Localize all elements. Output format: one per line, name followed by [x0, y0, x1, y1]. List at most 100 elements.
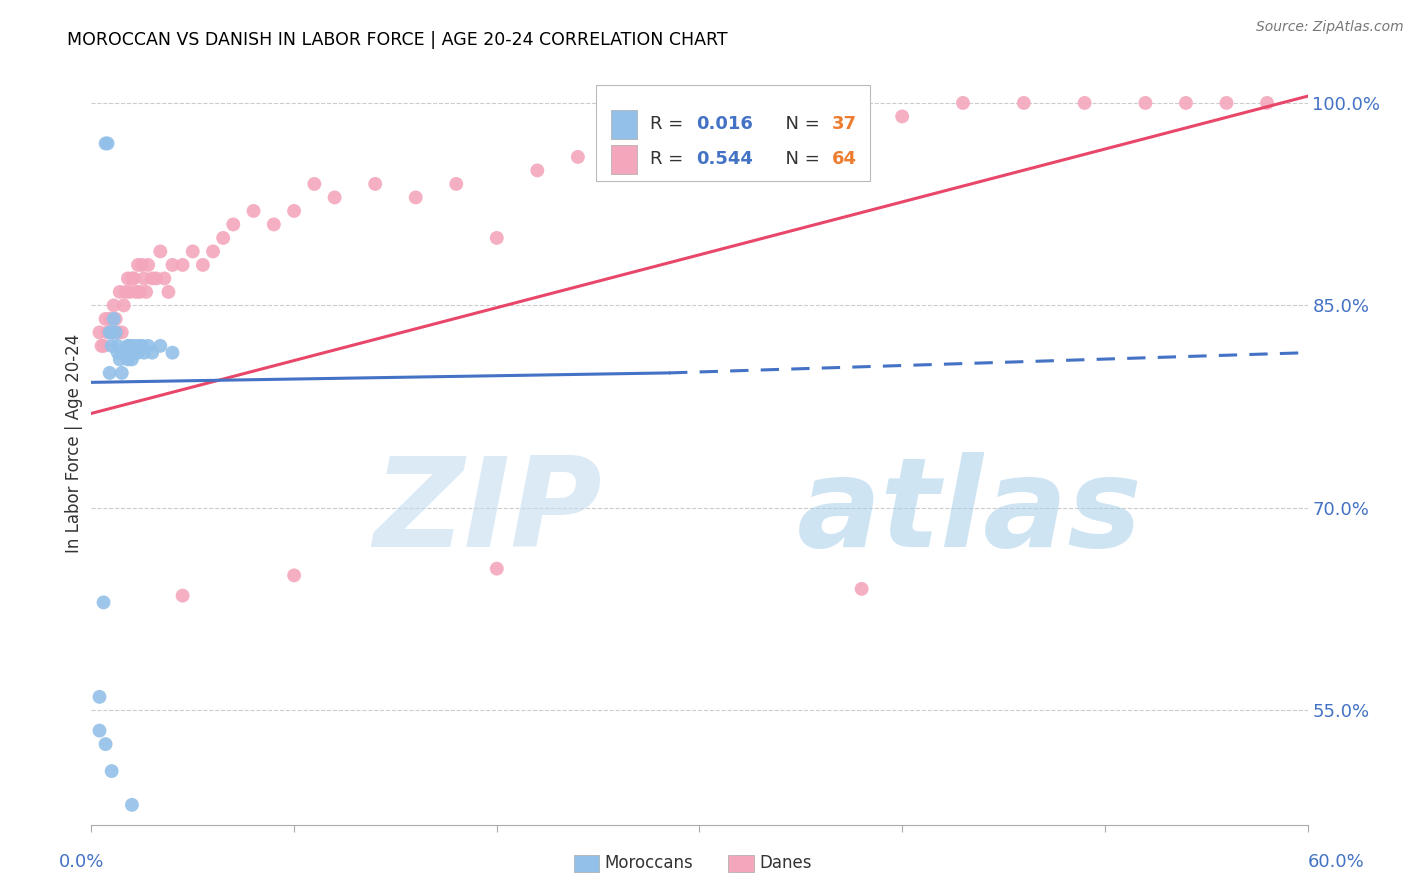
- Point: [153, 271, 176, 285]
- Point: [1256, 95, 1278, 110]
- Point: [100, 326, 122, 340]
- Point: [162, 258, 184, 272]
- Point: [172, 589, 194, 603]
- Point: [115, 345, 138, 359]
- Point: [111, 345, 134, 359]
- Point: [157, 285, 180, 299]
- Point: [526, 163, 548, 178]
- Text: MOROCCAN VS DANISH IN LABOR FORCE | AGE 20-24 CORRELATION CHART: MOROCCAN VS DANISH IN LABOR FORCE | AGE …: [67, 31, 728, 49]
- Point: [117, 352, 139, 367]
- Text: Danes: Danes: [759, 855, 811, 872]
- Point: [222, 218, 245, 232]
- Point: [98, 312, 121, 326]
- Point: [118, 285, 141, 299]
- Point: [97, 326, 120, 340]
- Point: [111, 366, 134, 380]
- Point: [1073, 95, 1095, 110]
- Point: [149, 244, 172, 259]
- Point: [104, 326, 127, 340]
- Point: [145, 271, 167, 285]
- Point: [181, 244, 204, 259]
- Point: [191, 258, 214, 272]
- Point: [115, 285, 138, 299]
- Text: 0.0%: 0.0%: [59, 853, 104, 871]
- Point: [121, 352, 143, 367]
- Point: [94, 312, 117, 326]
- Point: [485, 561, 508, 575]
- Point: [162, 345, 184, 359]
- Text: 64: 64: [832, 150, 858, 169]
- Text: Source: ZipAtlas.com: Source: ZipAtlas.com: [1256, 20, 1403, 34]
- Point: [125, 285, 148, 299]
- Point: [90, 339, 112, 353]
- Point: [117, 339, 139, 353]
- Point: [132, 271, 155, 285]
- Text: 37: 37: [832, 115, 858, 133]
- Y-axis label: In Labor Force | Age 20-24: In Labor Force | Age 20-24: [65, 334, 83, 553]
- Point: [112, 345, 135, 359]
- Point: [100, 339, 122, 353]
- Point: [89, 690, 111, 704]
- Point: [118, 339, 141, 353]
- Point: [122, 271, 145, 285]
- Point: [131, 258, 153, 272]
- Point: [131, 339, 153, 353]
- Text: 0.544: 0.544: [696, 150, 752, 169]
- Point: [121, 797, 143, 812]
- Point: [202, 244, 225, 259]
- Point: [141, 345, 163, 359]
- Point: [172, 258, 194, 272]
- Point: [125, 339, 148, 353]
- Point: [111, 326, 134, 340]
- Point: [132, 345, 155, 359]
- Point: [89, 723, 111, 738]
- Point: [364, 177, 387, 191]
- Point: [127, 258, 149, 272]
- Point: [627, 136, 650, 151]
- Point: [94, 136, 117, 151]
- Text: N =: N =: [773, 115, 825, 133]
- Point: [108, 352, 131, 367]
- Point: [94, 737, 117, 751]
- Bar: [610, 145, 637, 174]
- Point: [141, 271, 163, 285]
- Point: [103, 298, 125, 312]
- Point: [93, 339, 115, 353]
- Point: [952, 95, 974, 110]
- Point: [97, 136, 120, 151]
- Point: [283, 203, 305, 218]
- Bar: [610, 110, 637, 139]
- Text: N =: N =: [773, 150, 825, 169]
- Point: [212, 231, 235, 245]
- Point: [1135, 95, 1157, 110]
- Point: [304, 177, 326, 191]
- Point: [1175, 95, 1198, 110]
- Text: atlas: atlas: [797, 452, 1143, 573]
- Text: ZIP: ZIP: [374, 452, 602, 573]
- Point: [100, 326, 122, 340]
- Point: [112, 298, 135, 312]
- Point: [93, 595, 115, 609]
- Point: [851, 582, 873, 596]
- Point: [107, 339, 129, 353]
- Point: [283, 568, 305, 582]
- Point: [135, 285, 157, 299]
- Point: [129, 285, 152, 299]
- Point: [1215, 95, 1237, 110]
- Point: [749, 110, 772, 124]
- FancyBboxPatch shape: [596, 86, 870, 181]
- Point: [891, 110, 914, 124]
- Point: [107, 345, 129, 359]
- Point: [98, 366, 121, 380]
- Point: [122, 345, 145, 359]
- Point: [127, 345, 149, 359]
- Point: [117, 271, 139, 285]
- Point: [136, 339, 159, 353]
- Point: [100, 764, 122, 778]
- Point: [107, 326, 129, 340]
- Point: [149, 339, 172, 353]
- Point: [121, 339, 143, 353]
- Point: [89, 326, 111, 340]
- Point: [121, 271, 143, 285]
- Point: [263, 218, 285, 232]
